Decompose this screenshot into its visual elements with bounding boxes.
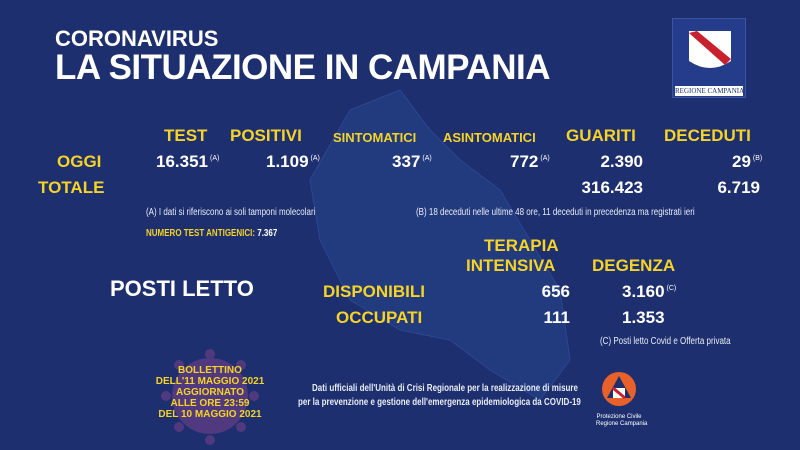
row-occupati-label: OCCUPATI [336,308,423,327]
footer-line1: Dati ufficiali dell'Unità di Crisi Regio… [312,383,578,394]
disponibili-ti: 656 [541,282,570,301]
antigenici-label: NUMERO TEST ANTIGENICI: [146,228,256,239]
note-marker: (B) [752,155,763,163]
col-terapia: TERAPIA [484,236,559,255]
pc-line1: Protezione Civile [596,414,642,420]
totale-guariti: 316.423 [581,178,643,197]
col-sintomatici: SINTOMATICI [333,130,417,145]
col-asintomatici: ASINTOMATICI [443,130,536,145]
virus-icon [161,349,259,445]
totale-deceduti: 6.719 [717,178,760,197]
oggi-guariti: 2.390 [600,152,643,171]
logo-text: REGIONE CAMPANIA [675,86,745,96]
pc-line2: Regione Campania [596,421,648,427]
col-guariti: GUARITI [566,126,636,145]
bollettino-line: ALLE ORE 23:59 [170,398,250,409]
col-intensiva: INTENSIVA [466,256,556,275]
note-marker: (A) [310,155,320,163]
antigenici-value: 7.367 [257,228,278,239]
bollettino-line: DEL 10 MAGGIO 2021 [158,409,262,420]
row-disponibili-label: DISPONIBILI [323,282,426,301]
row-oggi-label: OGGI [57,152,102,171]
note-c: (C) Posti letto Covid e Offerta privata [600,336,731,347]
note-marker: (C) [666,285,677,293]
kicker: CORONAVIRUS [55,26,219,51]
page-title: LA SITUAZIONE IN CAMPANIA [55,48,550,87]
footer-line2: per la prevenzione e gestione dell'emerg… [298,397,581,408]
disponibili-degenza: 3.160 [622,282,665,301]
col-test: TEST [164,126,208,145]
note-marker: (A) [210,155,220,163]
col-deceduti: DECEDUTI [664,126,751,145]
col-degenza: DEGENZA [592,256,676,275]
occupati-ti: 111 [543,308,571,327]
protezione-civile-logo [602,372,636,406]
occupati-degenza: 1.353 [622,308,665,327]
regione-campania-logo: REGIONE CAMPANIA [672,18,746,98]
row-totale-label: TOTALE [38,178,105,197]
note-marker: (A) [540,155,550,163]
note-marker: (A) [422,155,432,163]
col-positivi: POSITIVI [230,126,302,145]
oggi-positivi: 1.109 [266,152,309,171]
bollettino-info: BOLLETTINO DELL'11 MAGGIO 2021 AGGIORNAT… [150,365,270,420]
bollettino-line: BOLLETTINO [178,365,242,376]
bollettino-line: AGGIORNATO [176,387,244,398]
note-a: (A) I dati si riferiscono ai soli tampon… [146,207,316,218]
protezione-civile-text: Protezione Civile Regione Campania [596,414,648,428]
oggi-sintomatici: 337 [392,152,421,171]
campania-map-silhouette [309,89,571,401]
note-b: (B) 18 deceduti nelle ultime 48 ore, 11 … [416,207,695,218]
oggi-test: 16.351 [156,152,208,171]
oggi-deceduti: 29 [732,152,751,171]
oggi-asintomatici: 772 [510,152,539,171]
bollettino-line: DELL'11 MAGGIO 2021 [155,376,265,387]
posti-letto-title: POSTI LETTO [110,276,254,301]
